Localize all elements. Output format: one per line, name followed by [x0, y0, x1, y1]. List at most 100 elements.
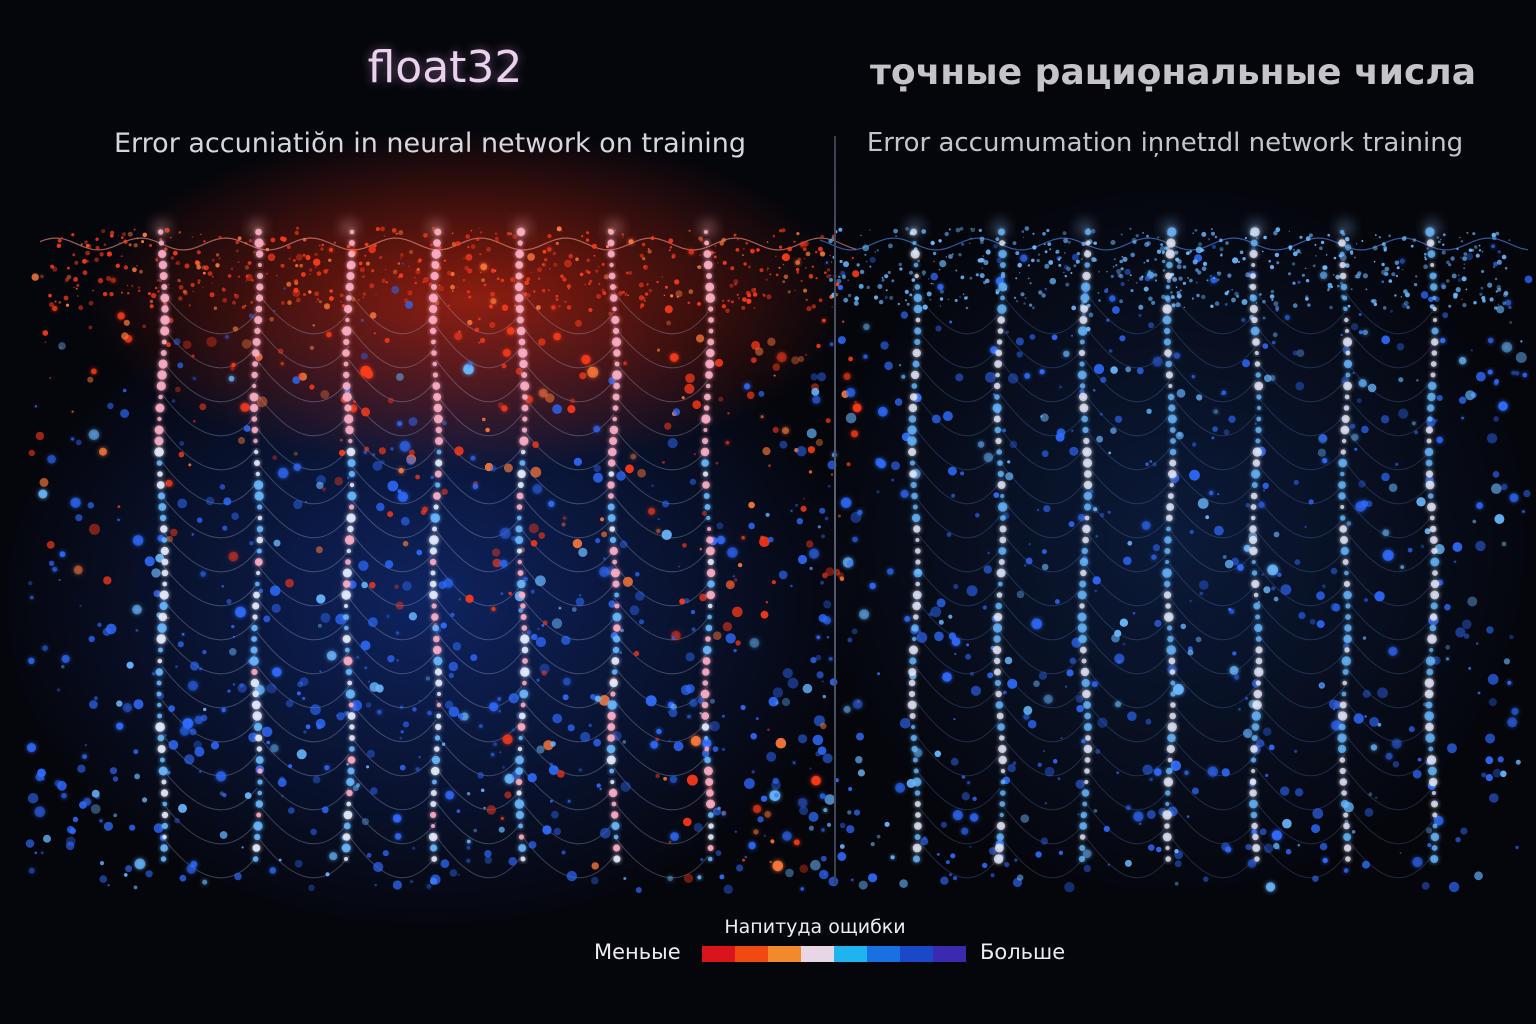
neuron-node [1339, 778, 1348, 786]
legend-swatch [834, 946, 867, 962]
particle [768, 696, 779, 707]
particle [1305, 297, 1309, 301]
particle [1473, 301, 1477, 305]
particle [441, 488, 448, 495]
particle [1401, 302, 1408, 309]
neuron-node [1170, 691, 1176, 697]
particle [1207, 766, 1219, 777]
particle [689, 478, 697, 485]
particle [1307, 303, 1311, 307]
particle [1160, 243, 1163, 246]
particle [1032, 306, 1035, 310]
particle [1014, 858, 1018, 862]
neuron-node [344, 647, 350, 653]
particle [88, 325, 93, 330]
neuron-node [428, 315, 438, 325]
neuron-node [429, 535, 439, 545]
neuron-node [705, 371, 713, 379]
particle [399, 440, 411, 452]
particle [116, 722, 124, 730]
neuron-node [708, 823, 714, 829]
neuron-node [1164, 349, 1172, 357]
neuron-node [433, 656, 443, 666]
neuron-node [254, 491, 264, 501]
particle [734, 830, 737, 833]
particle [153, 590, 161, 598]
connection-line [999, 699, 1086, 743]
neuron-node [1338, 458, 1348, 468]
neuron-node [1254, 381, 1264, 391]
neuron-node [1162, 315, 1172, 325]
particle [1371, 299, 1377, 304]
neuron-node [1431, 350, 1438, 356]
particle [498, 826, 505, 833]
particle [906, 302, 910, 306]
particle [1485, 774, 1493, 782]
neuron-node [1079, 316, 1088, 324]
neuron-node [993, 612, 1003, 622]
particle [843, 297, 849, 303]
particle [742, 254, 744, 257]
neuron-node [1162, 832, 1172, 842]
particle [1465, 390, 1476, 401]
neuron-node [1432, 306, 1437, 312]
particle [308, 290, 312, 294]
neuron-node [160, 293, 170, 303]
neuron-node [1078, 634, 1087, 644]
particle [811, 387, 820, 396]
particle [248, 313, 254, 319]
column-top-glow [428, 220, 444, 236]
particle [99, 819, 103, 823]
particle [828, 657, 833, 661]
connection-line [1344, 563, 1433, 607]
particle [818, 246, 823, 252]
neuron-node [992, 403, 1002, 413]
particle [65, 303, 70, 307]
particle [648, 507, 656, 515]
column-top-glow [907, 220, 923, 236]
particle [672, 408, 681, 416]
particle [486, 247, 491, 252]
particle [806, 540, 814, 548]
connection-line [1169, 665, 1257, 709]
particle [819, 869, 829, 880]
particle [118, 242, 122, 245]
neuron-node [518, 591, 526, 599]
particle [1415, 275, 1418, 278]
neuron-node [347, 459, 356, 467]
neuron-node [343, 338, 350, 346]
particle [662, 500, 670, 508]
particle [451, 241, 457, 247]
right-panel-subtitle: Error accumumation in̦netɪdl network tra… [866, 128, 1464, 158]
particle [1144, 275, 1151, 282]
particle [156, 279, 159, 282]
particle [800, 242, 805, 247]
particle [800, 505, 807, 512]
particle [820, 722, 827, 730]
particle [1465, 253, 1473, 261]
particle [1157, 236, 1160, 239]
particle [336, 714, 338, 717]
neuron-node [1000, 273, 1006, 279]
particle [681, 396, 685, 400]
particle [642, 256, 646, 261]
particle [175, 665, 178, 669]
particle [793, 240, 796, 243]
particle [1400, 565, 1404, 569]
particle [900, 489, 909, 498]
particle [687, 301, 691, 305]
neuron-node [516, 548, 522, 554]
neuron-node [611, 822, 620, 830]
connection-line [999, 529, 1086, 573]
particle [234, 293, 237, 296]
particle [315, 718, 326, 729]
particle [218, 235, 222, 240]
particle [885, 289, 888, 292]
particle [547, 247, 552, 252]
particle [358, 261, 363, 266]
neuron-node [704, 736, 709, 740]
particle [293, 499, 303, 510]
neuron-node [252, 856, 259, 862]
neuron-node [349, 724, 355, 730]
particle [1112, 306, 1120, 314]
